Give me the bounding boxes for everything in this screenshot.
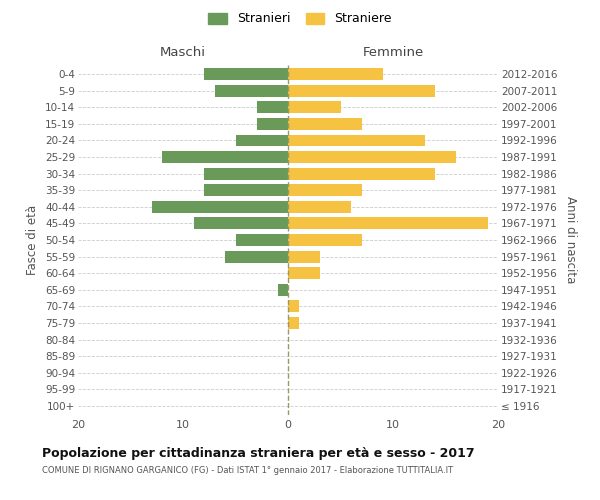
Text: Popolazione per cittadinanza straniera per età e sesso - 2017: Popolazione per cittadinanza straniera p… [42,448,475,460]
Y-axis label: Anni di nascita: Anni di nascita [564,196,577,284]
Bar [288,218,487,230]
Bar [288,168,435,179]
Bar [288,151,456,163]
Bar [288,300,299,312]
Bar [204,68,288,80]
Legend: Stranieri, Straniere: Stranieri, Straniere [205,8,395,29]
Bar [288,234,361,246]
Bar [235,234,288,246]
Bar [288,184,361,196]
Bar [151,201,288,213]
Text: COMUNE DI RIGNANO GARGANICO (FG) - Dati ISTAT 1° gennaio 2017 - Elaborazione TUT: COMUNE DI RIGNANO GARGANICO (FG) - Dati … [42,466,453,475]
Bar [215,84,288,96]
Bar [204,184,288,196]
Bar [235,134,288,146]
Bar [277,284,288,296]
Bar [288,118,361,130]
Bar [288,134,425,146]
Y-axis label: Fasce di età: Fasce di età [26,205,40,275]
Bar [288,84,435,96]
Bar [257,118,288,130]
Bar [162,151,288,163]
Bar [288,102,341,114]
Bar [288,317,299,329]
Bar [193,218,288,230]
Bar [204,168,288,179]
Bar [288,250,320,262]
Text: Maschi: Maschi [160,46,206,59]
Text: Femmine: Femmine [362,46,424,59]
Bar [257,102,288,114]
Bar [288,267,320,279]
Bar [288,68,383,80]
Bar [225,250,288,262]
Bar [288,201,351,213]
